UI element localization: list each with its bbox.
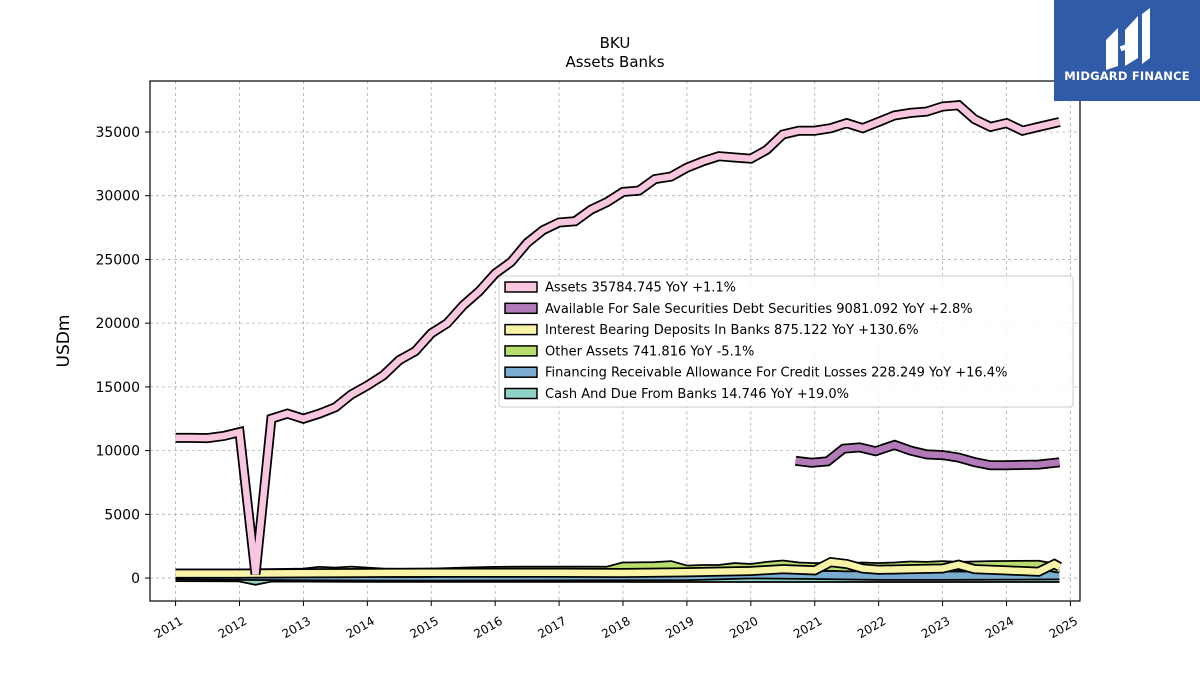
x-tick-label: 2012 bbox=[216, 614, 249, 641]
legend-entry: Available For Sale Securities Debt Secur… bbox=[545, 302, 973, 317]
y-tick-label: 30000 bbox=[95, 189, 140, 205]
legend-swatch bbox=[504, 366, 538, 378]
x-tick-label: 2018 bbox=[599, 614, 632, 641]
x-tick-label: 2022 bbox=[855, 614, 888, 641]
legend: Assets 35784.745 YoY +1.1% Available For … bbox=[498, 275, 1074, 408]
x-axis: 2011 2012 2013 2014 2015 2016 2017 2018 2019 2020… bbox=[152, 601, 1080, 641]
legend-swatch bbox=[504, 281, 538, 293]
x-tick-label: 2011 bbox=[152, 614, 185, 641]
x-tick-label: 2020 bbox=[727, 614, 760, 641]
x-tick-label: 2015 bbox=[408, 614, 441, 641]
x-tick-label: 2021 bbox=[791, 614, 824, 641]
legend-swatch bbox=[504, 302, 538, 315]
legend-entry: Interest Bearing Deposits In Banks 875.1… bbox=[545, 323, 919, 338]
x-tick-label: 2023 bbox=[919, 614, 952, 641]
y-tick-label: 5000 bbox=[104, 507, 140, 523]
y-axis: 0 5000 10000 15000 20000 25000 30000 35000 bbox=[95, 125, 150, 587]
x-tick-label: 2024 bbox=[983, 614, 1016, 641]
chart-subtitle: Assets Banks bbox=[565, 53, 664, 71]
x-tick-label: 2017 bbox=[535, 614, 568, 641]
legend-entry: Cash And Due From Banks 14.746 YoY +19.0… bbox=[545, 387, 849, 402]
y-tick-label: 0 bbox=[131, 571, 140, 587]
y-tick-label: 20000 bbox=[95, 316, 140, 332]
x-tick-label: 2016 bbox=[471, 614, 504, 641]
y-axis-label: USDm bbox=[54, 315, 74, 368]
series-line bbox=[795, 441, 1060, 469]
legend-box bbox=[498, 275, 1074, 408]
legend-swatch bbox=[504, 387, 538, 400]
legend-entry: Assets 35784.745 YoY +1.1% bbox=[545, 281, 736, 296]
x-tick-label: 2025 bbox=[1047, 614, 1080, 641]
y-tick-label: 35000 bbox=[95, 125, 140, 141]
x-tick-label: 2014 bbox=[344, 614, 377, 641]
brand-logo: MIDGARD FINANCE bbox=[1054, 0, 1200, 101]
plot-frame bbox=[149, 80, 1081, 602]
brand-name: MIDGARD FINANCE bbox=[1064, 69, 1190, 83]
series-line bbox=[175, 101, 1061, 575]
series-line bbox=[175, 558, 1062, 577]
brand-mark-icon bbox=[1106, 8, 1150, 70]
x-tick-label: 2013 bbox=[280, 614, 313, 641]
chart-title: BKU bbox=[600, 34, 631, 52]
legend-swatch bbox=[504, 345, 538, 357]
y-tick-label: 10000 bbox=[95, 444, 140, 460]
series-layer bbox=[175, 100, 1062, 586]
legend-entry: Financing Receivable Allowance For Credi… bbox=[545, 366, 1007, 381]
y-tick-label: 25000 bbox=[95, 252, 140, 268]
legend-swatch bbox=[504, 323, 538, 336]
y-tick-label: 15000 bbox=[95, 380, 140, 396]
legend-entry: Other Assets 741.816 YoY -5.1% bbox=[545, 344, 754, 359]
x-tick-label: 2019 bbox=[663, 614, 696, 641]
